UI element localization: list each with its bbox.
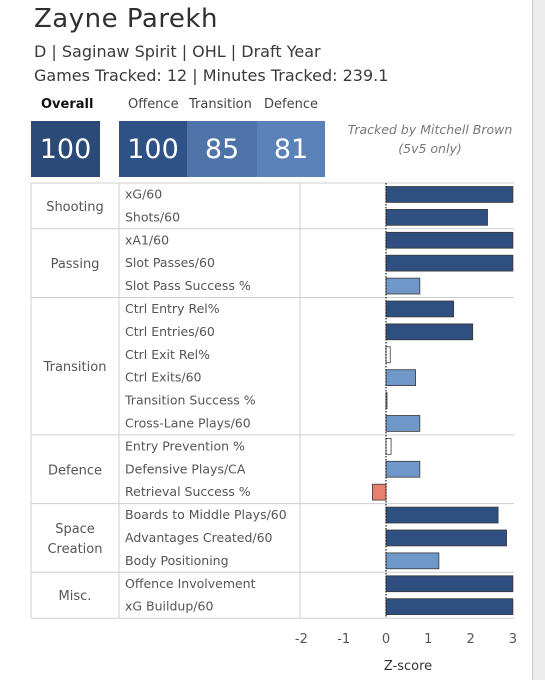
group-label: Misc. [59,589,92,604]
zscore-bar [385,346,391,364]
metric-label: Ctrl Exits/60 [125,370,202,385]
metric-label: Body Positioning [125,553,229,568]
x-axis-label: Z-score [384,659,432,674]
x-tick-label: -2 [295,632,308,647]
zscore-bar [385,369,417,387]
metric-label: Defensive Plays/CA [125,461,246,476]
tracker-line1: Tracked by Mitchell Brown [347,122,513,137]
metric-label: Entry Prevention % [125,438,245,453]
metric-label: Boards to Middle Plays/60 [125,507,287,522]
zscore-bar [385,300,455,318]
metric-label: Slot Pass Success % [125,278,251,293]
x-tick-label: 2 [466,632,474,647]
x-tick-label: 0 [382,632,390,647]
metric-label: xG Buildup/60 [125,599,213,614]
games-tracked: Games Tracked: 12 | Minutes Tracked: 239… [34,66,389,85]
x-tick-label: 3 [509,632,517,647]
group-label: Passing [51,257,100,272]
overall-score: 100 [31,121,100,177]
offence-score: 100 [119,121,187,177]
metric-label: Ctrl Entry Rel% [125,301,220,316]
defence-header: Defence [264,97,318,112]
metric-label: Advantages Created/60 [125,530,273,545]
zscore-bar [385,552,440,570]
x-tick-label: 1 [424,632,432,647]
zscore-bar [385,598,514,616]
metric-label: Slot Passes/60 [125,255,215,270]
player-info: D | Saginaw Spirit | OHL | Draft Year [34,42,321,61]
group-label: Defence [48,463,102,478]
offence-header: Offence [128,97,179,112]
metric-label: Cross-Lane Plays/60 [125,416,251,431]
metric-label: xA1/60 [125,232,169,247]
zscore-bar [385,575,514,593]
metric-label: Offence Involvement [125,576,256,591]
group-label: Shooting [46,200,104,215]
transition-score: 85 [187,121,257,177]
overall-header: Overall [41,97,94,112]
x-tick-label: -1 [337,632,350,647]
group-label: Creation [47,542,102,557]
zscore-bar [385,208,488,226]
zscore-bar [385,277,421,295]
group-label: Space [55,522,95,537]
zscore-bar [385,415,421,432]
zscore-bar [385,529,507,547]
zscore-bar [385,460,421,478]
zscore-bar [385,254,514,272]
zscore-bar [385,231,514,249]
metric-label: Retrieval Success % [125,484,251,499]
tracker-note: Tracked by Mitchell Brown (5v5 only) [330,120,530,158]
zscore-bar [385,437,392,455]
zscore-bar [385,323,474,341]
player-name: Zayne Parekh [34,4,218,34]
defence-score: 81 [257,121,325,177]
metric-label: Ctrl Exit Rel% [125,347,210,362]
metric-label: xG/60 [125,187,162,202]
tracker-line2: (5v5 only) [398,141,462,156]
group-label: Transition [43,360,107,375]
zscore-bar [385,186,514,203]
metric-label: Shots/60 [125,209,180,224]
zscore-bar [385,506,499,524]
metric-label: Ctrl Entries/60 [125,324,215,339]
transition-header: Transition [189,97,252,112]
zscore-bar [372,483,387,501]
window-edge [532,0,545,680]
metric-label: Transition Success % [124,393,256,408]
